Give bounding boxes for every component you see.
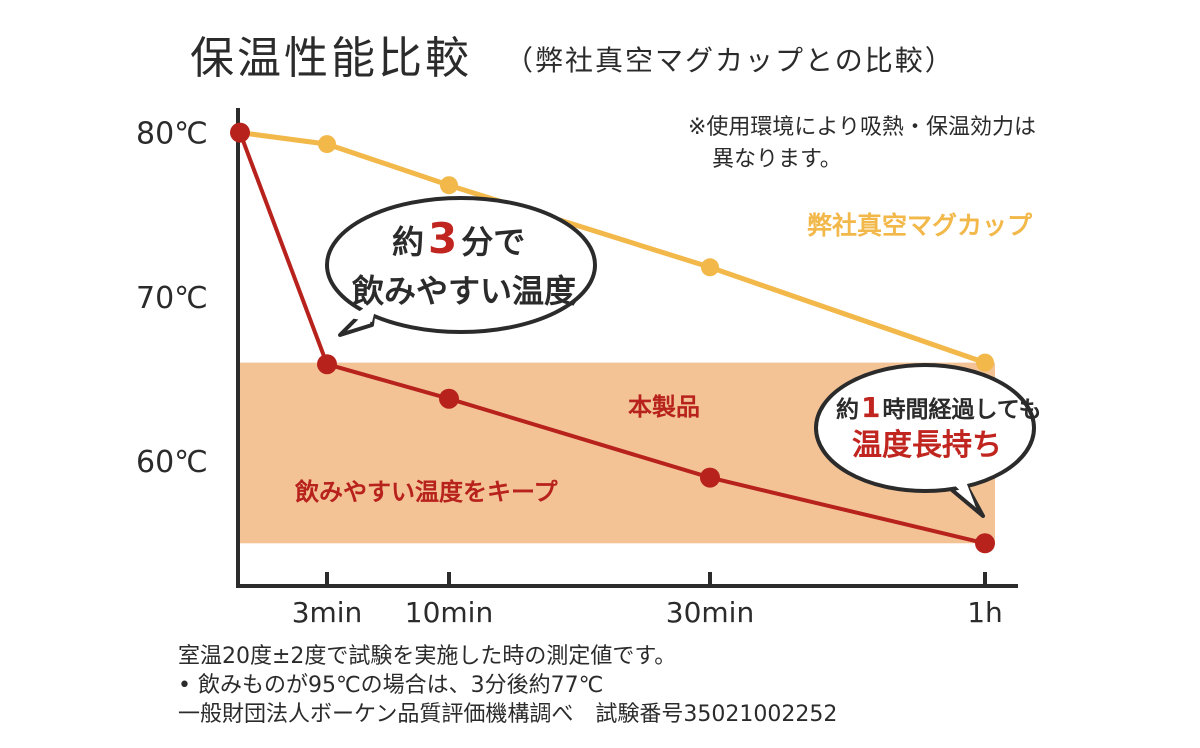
data-point-vacuum-mug xyxy=(976,353,994,372)
bubble-right-line2: 温度長持ち xyxy=(852,428,1002,463)
footnote-3: 一般財団法人ボーケン品質評価機構調べ 試験番号35021002252 xyxy=(178,702,837,727)
x-tick-label: 30min xyxy=(666,596,754,629)
x-tick-label: 3min xyxy=(292,596,363,629)
y-tick-label: 80℃ xyxy=(136,117,208,152)
series-label-this-product: 本製品 xyxy=(628,393,700,421)
data-point-vacuum-mug xyxy=(440,176,458,195)
footnote-2: • 飲みものが95℃の場合は、3分後約77℃ xyxy=(178,673,603,698)
bubble-left-line1: 約3 分で xyxy=(392,214,525,263)
data-point-this-product xyxy=(317,354,337,375)
chart-subtitle: （弊社真空マグカップとの比較） xyxy=(505,44,955,77)
data-point-vacuum-mug xyxy=(701,258,719,277)
chart-title: 保温性能比較 xyxy=(190,33,472,84)
speech-bubble-left: 約3 分で 飲みやすい温度 xyxy=(325,196,597,337)
footnote-1: 室温20度±2度で試験を実施した時の測定値です。 xyxy=(178,644,676,669)
bubble-left-line2: 飲みやすい温度 xyxy=(352,272,576,310)
bubble-right-line1: 約1時間経過しても xyxy=(836,391,1042,424)
x-tick-label: 1h xyxy=(967,596,1003,629)
data-point-vacuum-mug xyxy=(318,135,336,154)
note-line-1: ※使用環境により吸熱・保温効力は xyxy=(688,115,1036,140)
data-point-this-product xyxy=(700,467,720,488)
data-point-this-product xyxy=(439,388,459,409)
x-tick-label: 10min xyxy=(405,596,493,629)
note-line-2: 異なります。 xyxy=(712,147,842,172)
band-label: 飲みやすい温度をキープ xyxy=(294,478,559,506)
y-tick-label: 60℃ xyxy=(136,445,208,480)
speech-bubble-right: 約1時間経過しても 温度長持ち xyxy=(814,363,1042,518)
data-point-this-product xyxy=(230,122,250,143)
series-label-vacuum-mug: 弊社真空マグカップ xyxy=(807,211,1033,240)
y-tick-label: 70℃ xyxy=(136,281,208,316)
data-point-this-product xyxy=(975,533,995,554)
